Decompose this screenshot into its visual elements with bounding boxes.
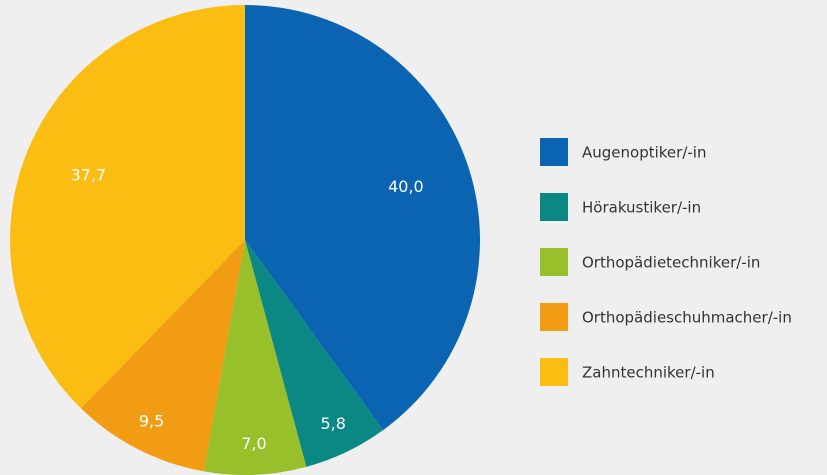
legend-label: Augenoptiker/-in — [582, 144, 706, 162]
pie-slice — [245, 240, 384, 467]
slice-label: 37,7 — [70, 166, 106, 185]
slice-label: 7,0 — [241, 434, 266, 453]
legend-label: Orthopädietechniker/-in — [582, 254, 760, 272]
legend-swatch — [540, 248, 568, 276]
legend-label: Orthopädieschuhmacher/-in — [582, 309, 792, 327]
slice-label: 5,8 — [320, 414, 345, 433]
legend-swatch — [540, 358, 568, 386]
pie-slice — [203, 240, 307, 475]
legend-label: Hörakustiker/-in — [582, 199, 701, 217]
pie-slice — [80, 240, 246, 472]
pie-slice — [9, 5, 246, 409]
pie-slice — [245, 5, 480, 431]
legend-swatch — [540, 303, 568, 331]
slice-label: 9,5 — [139, 411, 164, 430]
slice-label: 40,0 — [388, 177, 424, 196]
legend-label: Zahntechniker/-in — [582, 364, 715, 382]
legend-swatch — [540, 193, 568, 221]
legend-swatch — [540, 138, 568, 166]
